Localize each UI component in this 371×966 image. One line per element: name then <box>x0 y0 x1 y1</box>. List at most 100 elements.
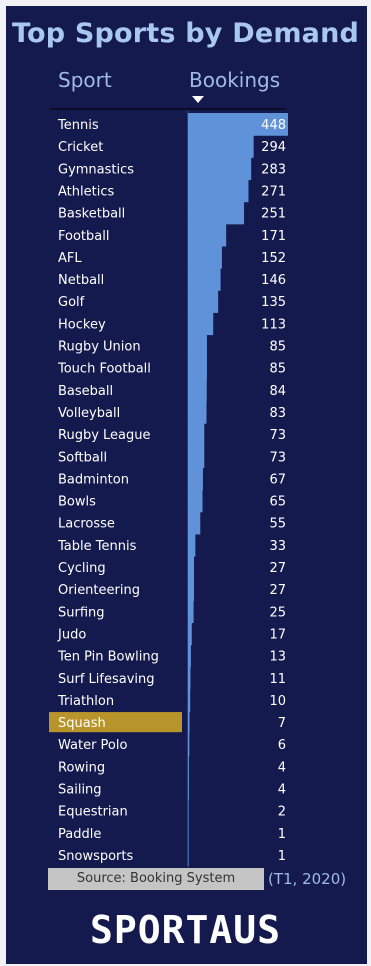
category-label: Athletics <box>58 184 114 199</box>
value-label: 6 <box>278 738 286 753</box>
value-label: 2 <box>278 805 286 820</box>
bar-afl[interactable] <box>188 245 222 269</box>
bar-table-tennis[interactable] <box>188 533 196 557</box>
bar-volleyball[interactable] <box>188 400 207 424</box>
category-label: Surfing <box>58 605 105 620</box>
bar-surf-lifesaving[interactable] <box>188 666 191 690</box>
category-label: Surf Lifesaving <box>58 672 155 687</box>
value-label: 4 <box>278 783 286 798</box>
sportaus-logo: SPORTAUS <box>89 908 282 952</box>
category-label: Orienteering <box>58 583 140 598</box>
value-label: 294 <box>261 140 286 155</box>
bar-bowls[interactable] <box>188 489 203 513</box>
category-label: Touch Football <box>57 362 151 377</box>
category-label: Ten Pin Bowling <box>57 650 159 665</box>
value-label: 113 <box>261 317 286 332</box>
bar-squash[interactable] <box>188 711 190 734</box>
value-label: 55 <box>269 517 286 532</box>
value-label: 4 <box>278 760 286 775</box>
value-label: 67 <box>269 472 286 487</box>
bar-golf[interactable] <box>188 290 219 313</box>
bar-softball[interactable] <box>188 445 205 468</box>
value-label: 25 <box>269 605 286 620</box>
bar-rugby-league[interactable] <box>188 423 205 446</box>
category-label: Tennis <box>57 118 99 133</box>
category-label: Cycling <box>58 561 106 576</box>
column-header-sport[interactable]: Sport <box>58 68 112 92</box>
bar-rowing[interactable] <box>188 755 189 779</box>
category-label: Table Tennis <box>57 539 137 554</box>
bar-netball[interactable] <box>188 268 221 291</box>
chart-panel <box>6 6 367 964</box>
category-label: Snowsports <box>58 849 133 864</box>
bar-basketball[interactable] <box>188 201 245 225</box>
value-label: 283 <box>261 162 286 177</box>
value-label: 33 <box>269 539 286 554</box>
bar-paddle[interactable] <box>188 821 189 845</box>
column-header-bookings[interactable]: Bookings <box>189 68 281 92</box>
value-label: 1 <box>278 827 286 842</box>
category-label: Baseball <box>58 384 113 399</box>
bar-athletics[interactable] <box>188 179 249 203</box>
category-label: Water Polo <box>58 738 128 753</box>
category-label: Squash <box>58 716 106 731</box>
bar-cycling[interactable] <box>188 556 195 579</box>
bar-orienteering[interactable] <box>188 578 195 601</box>
page-title: Top Sports by Demand <box>11 18 360 49</box>
category-label: Golf <box>58 295 85 310</box>
value-label: 17 <box>269 627 286 642</box>
value-label: 73 <box>269 428 286 443</box>
value-label: 152 <box>261 251 286 266</box>
value-label: 73 <box>269 450 286 465</box>
value-label: 10 <box>269 694 286 709</box>
category-label: Rugby League <box>58 428 151 443</box>
bar-water-polo[interactable] <box>188 733 190 756</box>
highlight-squash <box>49 712 182 733</box>
category-label: Gymnastics <box>58 162 134 177</box>
bar-judo[interactable] <box>188 622 192 646</box>
sort-descending-icon[interactable] <box>192 96 204 103</box>
bar-sailing[interactable] <box>188 777 189 801</box>
category-label: Bowls <box>58 495 96 510</box>
value-label: 171 <box>261 229 286 244</box>
bar-surfing[interactable] <box>188 600 194 624</box>
bar-hockey[interactable] <box>188 312 214 336</box>
bar-gymnastics[interactable] <box>188 157 252 181</box>
category-label: Equestrian <box>58 805 128 820</box>
category-label: Hockey <box>58 317 106 332</box>
bar-equestrian[interactable] <box>188 799 189 823</box>
value-label: 84 <box>269 384 286 399</box>
category-label: Judo <box>57 627 86 642</box>
value-label: 271 <box>261 184 286 199</box>
value-label: 27 <box>269 583 286 598</box>
bar-badminton[interactable] <box>188 467 203 491</box>
bar-cricket[interactable] <box>188 135 254 158</box>
category-label: Lacrosse <box>58 517 115 532</box>
bar-triathlon[interactable] <box>188 688 191 712</box>
category-label: Volleyball <box>58 406 120 421</box>
value-label: 251 <box>261 207 286 222</box>
category-label: Paddle <box>58 827 101 842</box>
category-label: Netball <box>58 273 104 288</box>
value-label: 85 <box>269 340 286 355</box>
category-label: Basketball <box>58 207 125 222</box>
category-label: Rugby Union <box>58 340 141 355</box>
category-label: Football <box>58 229 109 244</box>
value-label: 135 <box>261 295 286 310</box>
category-label: Badminton <box>58 472 129 487</box>
bar-football[interactable] <box>188 223 227 247</box>
value-label: 1 <box>278 849 286 864</box>
value-label: 65 <box>269 495 286 510</box>
source-label: Source: Booking System <box>48 868 264 890</box>
bar-snowsports[interactable] <box>188 843 189 867</box>
bar-lacrosse[interactable] <box>188 511 201 535</box>
bar-baseball[interactable] <box>188 378 207 402</box>
bar-tennis[interactable] <box>188 113 288 136</box>
bar-touch-football[interactable] <box>188 356 207 380</box>
value-label: 11 <box>269 672 286 687</box>
bar-ten-pin-bowling[interactable] <box>188 644 191 668</box>
header-divider <box>50 108 286 110</box>
category-label: AFL <box>58 251 82 266</box>
bar-rugby-union[interactable] <box>188 334 207 358</box>
